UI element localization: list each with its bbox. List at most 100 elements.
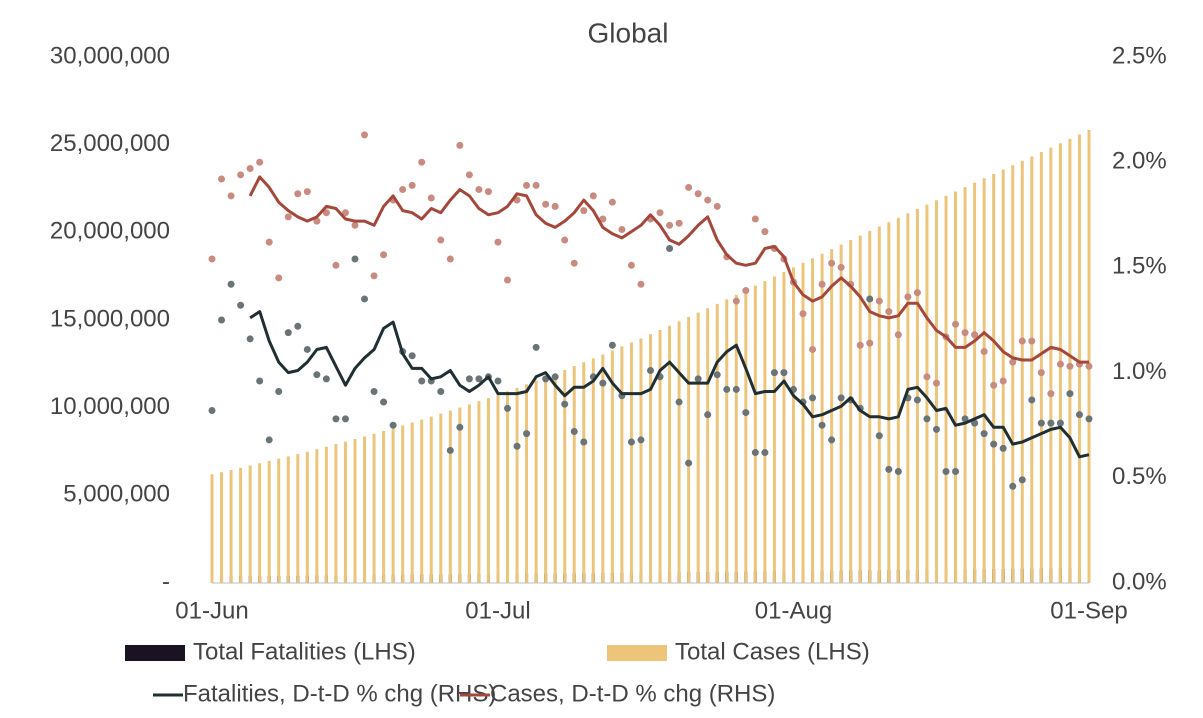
bar <box>391 428 395 583</box>
bar <box>210 474 214 583</box>
point <box>1009 358 1017 366</box>
point <box>1018 476 1026 484</box>
bar <box>220 472 224 583</box>
point <box>990 440 998 448</box>
bar <box>954 191 958 584</box>
point <box>570 428 578 436</box>
bar <box>839 244 843 583</box>
bar <box>305 451 309 583</box>
bar <box>343 441 347 583</box>
point <box>532 343 540 351</box>
point <box>971 419 979 427</box>
y-tick-label: - <box>162 568 170 595</box>
point <box>713 371 721 379</box>
bar <box>525 384 529 583</box>
point <box>227 192 235 200</box>
bar <box>620 346 624 583</box>
point <box>608 198 616 206</box>
bar <box>744 290 748 583</box>
bar <box>696 312 700 583</box>
point <box>246 165 254 173</box>
point <box>370 388 378 396</box>
chart-title: Global <box>588 17 669 48</box>
point <box>856 341 864 349</box>
point <box>523 430 531 438</box>
point <box>361 295 369 303</box>
point <box>475 186 483 194</box>
bar <box>915 209 919 583</box>
point <box>265 238 273 246</box>
legend-label: Total Cases (LHS) <box>675 638 870 665</box>
point <box>1056 419 1064 427</box>
y2-tick-label: 2.0% <box>1112 148 1167 175</box>
y2-tick-label: 0.0% <box>1112 568 1167 595</box>
bar <box>877 226 881 583</box>
point <box>437 236 445 244</box>
point <box>599 215 607 223</box>
point <box>437 388 445 396</box>
point <box>1085 415 1093 423</box>
bar <box>753 285 757 583</box>
x-tick-label: 01-Jul <box>465 597 530 624</box>
bar <box>820 253 824 583</box>
bar <box>601 354 605 583</box>
point <box>208 255 216 263</box>
point <box>313 371 321 379</box>
point <box>456 141 464 149</box>
point <box>370 272 378 280</box>
bar <box>582 362 586 583</box>
legend-label: Fatalities, D-t-D % chg (RHS) <box>183 680 496 707</box>
point <box>561 236 569 244</box>
bar <box>1077 134 1081 584</box>
point <box>313 217 321 225</box>
bar <box>1001 169 1005 583</box>
point <box>1085 362 1093 370</box>
point <box>913 289 921 297</box>
point <box>275 388 283 396</box>
bar <box>248 465 252 583</box>
bar <box>506 391 510 583</box>
y-tick-label: 10,000,000 <box>50 393 170 420</box>
bar <box>811 258 815 583</box>
bar <box>563 369 567 583</box>
bar <box>791 267 795 583</box>
point <box>818 280 826 288</box>
bar <box>1039 152 1043 583</box>
bar <box>706 308 710 583</box>
bar <box>496 394 500 583</box>
y-tick-label: 5,000,000 <box>63 481 170 508</box>
point <box>351 255 359 263</box>
point <box>294 322 302 330</box>
bar <box>896 217 900 583</box>
point <box>494 377 502 385</box>
y-tick-label: 30,000,000 <box>50 42 170 69</box>
bar <box>973 182 977 584</box>
bar <box>553 373 557 583</box>
bar <box>372 433 376 583</box>
point <box>961 329 969 337</box>
bar <box>229 470 233 583</box>
x-tick-label: 01-Jun <box>175 597 248 624</box>
point <box>332 261 340 269</box>
y-tick-label: 20,000,000 <box>50 218 170 245</box>
point <box>627 261 635 269</box>
point <box>265 436 273 444</box>
bar-series <box>210 129 1091 584</box>
bar <box>668 325 672 583</box>
point <box>923 415 931 423</box>
legend-swatch <box>607 645 667 661</box>
bar <box>992 173 996 583</box>
point <box>1075 411 1083 419</box>
point <box>875 297 883 305</box>
point <box>932 379 940 387</box>
point <box>475 375 483 383</box>
point <box>599 379 607 387</box>
point <box>999 444 1007 452</box>
y-tick-label: 25,000,000 <box>50 130 170 157</box>
bar <box>801 262 805 583</box>
bar <box>286 456 290 583</box>
bar <box>267 460 271 583</box>
point <box>580 438 588 446</box>
point <box>1047 390 1055 398</box>
